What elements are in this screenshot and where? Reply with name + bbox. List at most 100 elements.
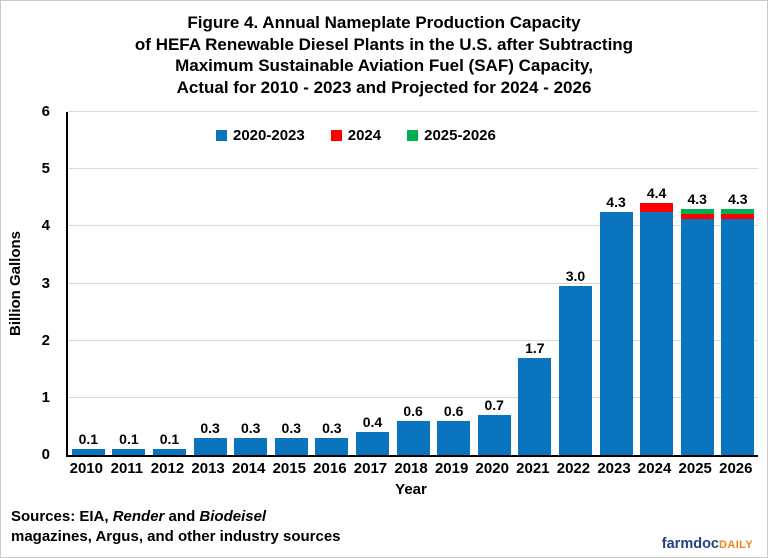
bar-segment-2020-2023-2018 — [396, 420, 430, 455]
legend-item-2025-2026: 2025-2026 — [407, 127, 496, 144]
bar-segment-2024-2026 — [721, 214, 755, 220]
chart-title: Figure 4. Annual Nameplate Production Ca… — [1, 12, 767, 98]
bar-value-label-2024: 4.4 — [646, 185, 667, 202]
bar-value-label-2025: 4.3 — [687, 191, 707, 208]
bar-2012: 0.1 — [149, 431, 190, 455]
x-tick-2010: 2010 — [69, 460, 103, 477]
bar-2014: 0.3 — [230, 420, 271, 455]
x-tick-2011: 2011 — [110, 460, 144, 477]
bar-2011: 0.1 — [109, 431, 150, 455]
y-tick-1: 1 — [41, 388, 50, 406]
bar-value-label-2010: 0.1 — [78, 431, 99, 448]
bar-2013: 0.3 — [190, 420, 231, 455]
bar-value-label-2013: 0.3 — [200, 419, 220, 436]
bar-2023: 4.3 — [596, 194, 637, 455]
bar-2016: 0.3 — [312, 420, 353, 455]
sources-note: Sources: EIA, Render and Biodeisel magaz… — [11, 507, 341, 547]
bar-value-label-2021: 1.7 — [525, 339, 545, 356]
bar-value-label-2023: 4.3 — [606, 194, 626, 211]
bar-value-label-2020: 0.7 — [484, 396, 504, 413]
x-axis-ticks: 2010 2011 2012 2013 2014 2015 2016 2017 2018 2019… — [66, 460, 756, 477]
bar-segment-2020-2023-2017 — [355, 432, 389, 455]
bar-segment-2020-2023-2014 — [234, 437, 268, 455]
bar-2021: 1.7 — [515, 340, 556, 455]
bar-segment-2020-2023-2016 — [315, 437, 349, 455]
bar-segment-2020-2023-2012 — [152, 449, 186, 455]
bar-segment-2020-2023-2013 — [193, 437, 227, 455]
legend-swatch-2025-2026 — [407, 130, 419, 141]
gridline-5 — [68, 168, 758, 170]
sources-line-2: magazines, Argus, and other industry sou… — [11, 528, 341, 545]
plot-area: 0.1 0.1 0.1 0.3 0.3 0.3 0.3 0.4 0.6 0.6 0.7 1.7 3.0 4… — [66, 111, 758, 457]
bar-value-label-2015: 0.3 — [281, 419, 301, 436]
bar-segment-2025-2026-2025 — [680, 209, 714, 215]
x-tick-2012: 2012 — [150, 460, 185, 477]
bar-value-label-2012: 0.1 — [159, 431, 180, 448]
bar-2015: 0.3 — [271, 420, 312, 455]
legend-swatch-2020-2023 — [216, 130, 227, 141]
legend-item-2020-2023: 2020-2023 — [216, 127, 305, 144]
chart-title-line-4: Actual for 2010 - 2023 and Projected for… — [176, 77, 592, 97]
legend-swatch-2024 — [330, 130, 342, 141]
legend-label-2025-2026: 2025-2026 — [424, 127, 496, 144]
bar-segment-2020-2023-2021 — [518, 357, 552, 455]
legend-label-2020-2023: 2020-2023 — [233, 127, 305, 144]
bar-value-label-2011: 0.1 — [119, 431, 139, 448]
bar-value-label-2016: 0.3 — [322, 419, 342, 436]
x-tick-2026: 2026 — [719, 460, 753, 477]
bars-container: 0.1 0.1 0.1 0.3 0.3 0.3 0.3 0.4 0.6 0.6 0.7 1.7 3.0 4… — [68, 112, 758, 455]
bar-2020: 0.7 — [474, 397, 515, 455]
bar-2022: 3.0 — [555, 268, 596, 455]
y-axis-ticks: 0 1 2 3 4 5 6 — [29, 103, 59, 463]
legend-item-2024: 2024 — [330, 127, 381, 144]
y-tick-6: 6 — [41, 103, 50, 120]
farmdoc-logo-suffix: DAILY — [719, 539, 753, 551]
x-tick-2018: 2018 — [394, 460, 428, 477]
bar-2026: 4.3 — [718, 191, 759, 455]
bar-segment-2020-2023-2011 — [112, 449, 146, 455]
bar-segment-2020-2023-2022 — [558, 286, 592, 455]
bar-segment-2024-2024 — [640, 203, 674, 213]
x-tick-2022: 2022 — [556, 460, 591, 477]
x-tick-2015: 2015 — [272, 460, 306, 477]
bar-segment-2020-2023-2019 — [437, 420, 471, 455]
sources-line-1: Sources: EIA, Render and Biodeisel — [11, 508, 267, 525]
bar-segment-2020-2023-2024 — [640, 212, 674, 455]
y-tick-2: 2 — [41, 331, 50, 349]
bar-segment-2020-2023-2020 — [477, 414, 511, 455]
gridline-4 — [68, 225, 758, 227]
farmdoc-daily-logo: farmdocDAILY — [662, 535, 753, 553]
legend: 2020-2023 2024 2025-2026 — [216, 127, 496, 144]
chart-title-line-1: Figure 4. Annual Nameplate Production Ca… — [187, 13, 581, 32]
gridline-2 — [68, 339, 758, 341]
x-tick-2021: 2021 — [516, 460, 550, 477]
bar-2019: 0.6 — [433, 403, 474, 455]
x-tick-2017: 2017 — [353, 460, 388, 477]
bar-segment-2020-2023-2010 — [71, 449, 105, 455]
bar-segment-2024-2025 — [680, 214, 714, 220]
bar-value-label-2017: 0.4 — [362, 414, 383, 431]
x-tick-2025: 2025 — [678, 460, 712, 477]
bar-segment-2025-2026-2026 — [721, 209, 755, 215]
y-tick-0: 0 — [41, 446, 50, 463]
x-tick-2016: 2016 — [313, 460, 347, 477]
x-tick-2019: 2019 — [434, 460, 469, 477]
bar-value-label-2022: 3.0 — [565, 268, 586, 285]
x-tick-2013: 2013 — [191, 460, 225, 477]
bar-value-label-2014: 0.3 — [240, 419, 261, 436]
y-tick-4: 4 — [41, 217, 50, 235]
bar-segment-2020-2023-2015 — [274, 437, 308, 455]
gridline-3 — [68, 282, 758, 284]
bar-value-label-2026: 4.3 — [728, 191, 748, 208]
bar-value-label-2018: 0.6 — [403, 402, 423, 419]
chart-title-line-2: of HEFA Renewable Diesel Plants in the U… — [134, 34, 634, 54]
bar-2018: 0.6 — [393, 403, 434, 455]
x-tick-2023: 2023 — [597, 460, 631, 477]
bar-segment-2020-2023-2025 — [680, 219, 714, 455]
gridline-6 — [68, 111, 758, 112]
bar-2010: 0.1 — [68, 431, 109, 455]
y-tick-5: 5 — [41, 160, 50, 178]
y-axis-title-text: Billion Gallons — [6, 230, 24, 337]
x-tick-2014: 2014 — [231, 460, 266, 477]
